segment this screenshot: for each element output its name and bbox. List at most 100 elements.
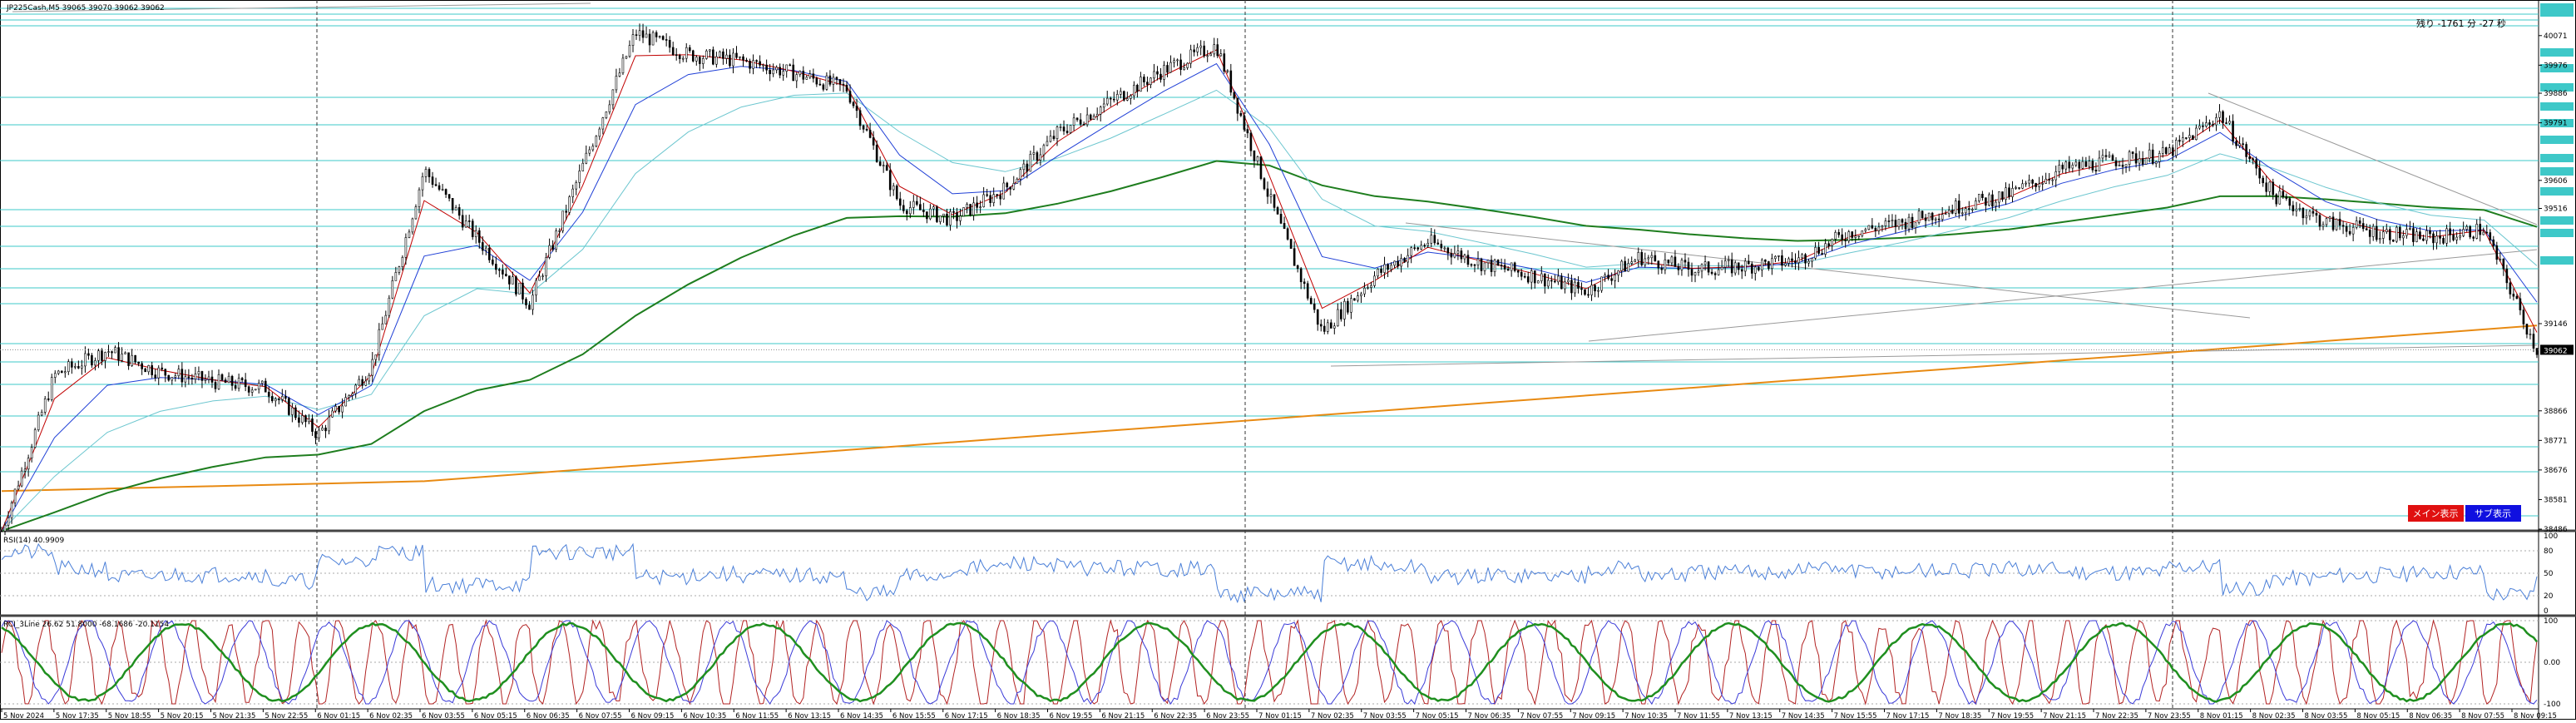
candle-body (2422, 238, 2425, 241)
candle-body (174, 375, 177, 378)
current-price-label: 39062 (2544, 347, 2568, 355)
candle-body (1460, 250, 1463, 260)
candle-body (1173, 60, 1175, 63)
candle-body (695, 57, 698, 62)
candle-body (1664, 259, 1667, 270)
candle-body (1774, 255, 1777, 260)
candle-body (986, 194, 988, 196)
candle-body (715, 56, 718, 65)
candle-body (1166, 65, 1169, 73)
candle-body (1934, 218, 1937, 220)
rci-plot: 100 0.00 -100 (0, 617, 2561, 709)
candle-body (434, 184, 438, 186)
candle-body (1486, 260, 1490, 264)
candle-body (1707, 261, 1710, 273)
time-tick-label: 6 Nov 18:35 (997, 712, 1041, 720)
candle-body (23, 468, 27, 472)
candle-body (1400, 258, 1402, 267)
candle-body (121, 354, 123, 361)
time-tick-label: 6 Nov 22:35 (1154, 712, 1197, 720)
time-tick-label: 8 Nov 03:55 (2305, 712, 2348, 720)
candle-body (568, 196, 571, 213)
candle-body (1380, 269, 1382, 273)
candle-body (1861, 230, 1864, 236)
candle-body (1570, 280, 1573, 294)
candle-body (705, 50, 708, 59)
time-tick-label: 5 Nov 21:35 (213, 712, 256, 720)
candle-body (1066, 131, 1069, 133)
rsi-tick-label: 0 (2544, 607, 2549, 616)
candle-body (571, 188, 575, 197)
candle-body (725, 54, 728, 59)
sub-display-button[interactable]: サブ表示 (2465, 505, 2521, 522)
candle-body (745, 59, 748, 62)
candle-body (451, 198, 454, 210)
candle-body (1266, 188, 1269, 197)
candle-body (467, 220, 471, 222)
candle-body (1610, 278, 1613, 281)
candle-body (1236, 97, 1239, 114)
candle-body (2174, 140, 2178, 156)
candle-body (789, 64, 792, 67)
candle-body (551, 245, 554, 250)
candle-body (2228, 121, 2231, 124)
candle-body (2171, 147, 2174, 156)
candle-body (1513, 262, 1516, 271)
candle-body (1754, 266, 1757, 274)
candle-body (230, 375, 234, 386)
candle-body (1733, 262, 1737, 274)
candle-body (1496, 260, 1500, 265)
candle-body (912, 201, 915, 208)
candle-body (214, 382, 217, 389)
candle-body (2258, 167, 2261, 179)
trend-line (1405, 222, 2251, 319)
candle-body (681, 57, 685, 60)
candle-body (2038, 183, 2040, 187)
candle-body (2525, 324, 2529, 335)
time-tick-label: 7 Nov 02:35 (1311, 712, 1354, 720)
candle-body (2178, 140, 2181, 142)
candle-body (1056, 126, 1059, 139)
candle-body (217, 374, 220, 389)
candle-body (57, 370, 60, 374)
main-display-button[interactable]: メイン表示 (2408, 505, 2464, 522)
candle-body (1039, 154, 1042, 161)
candle-body (759, 61, 761, 66)
candle-body (187, 376, 190, 379)
candle-body (515, 276, 517, 295)
candle-body (418, 189, 421, 207)
candle-body (2482, 231, 2485, 235)
candle-body (1393, 260, 1396, 266)
rci-short-line (1, 619, 2538, 706)
candle-body (2081, 161, 2084, 169)
candle-body (635, 34, 638, 36)
candle-body (40, 412, 43, 416)
candle-body (2091, 161, 2094, 171)
candle-body (678, 55, 681, 59)
candle-body (1423, 245, 1426, 247)
candle-body (1677, 266, 1680, 270)
time-tick-label: 6 Nov 13:15 (788, 712, 831, 720)
candle-body (1303, 281, 1306, 285)
candle-body (1229, 70, 1233, 93)
candle-body (2469, 226, 2471, 238)
candle-body (1029, 154, 1032, 172)
rsi-tick-label: 50 (2544, 570, 2554, 578)
candle-body (1794, 260, 1797, 264)
candle-body (1834, 231, 1837, 240)
candle-body (1153, 71, 1155, 79)
candle-body (2265, 182, 2268, 192)
candle-body (1877, 226, 1881, 231)
time-tick-label: 6 Nov 01:15 (317, 712, 360, 720)
candle-body (2435, 235, 2438, 244)
candle-body (2442, 238, 2445, 244)
candle-body (1500, 265, 1503, 266)
price-tick-label: 39606 (2544, 177, 2568, 186)
candle-body (1577, 281, 1580, 289)
candle-body (555, 230, 557, 250)
candle-body (2495, 245, 2499, 260)
candle-body (2415, 231, 2418, 242)
candle-body (1286, 228, 1289, 240)
candle-body (1476, 258, 1480, 265)
candle-body (1901, 219, 1904, 223)
